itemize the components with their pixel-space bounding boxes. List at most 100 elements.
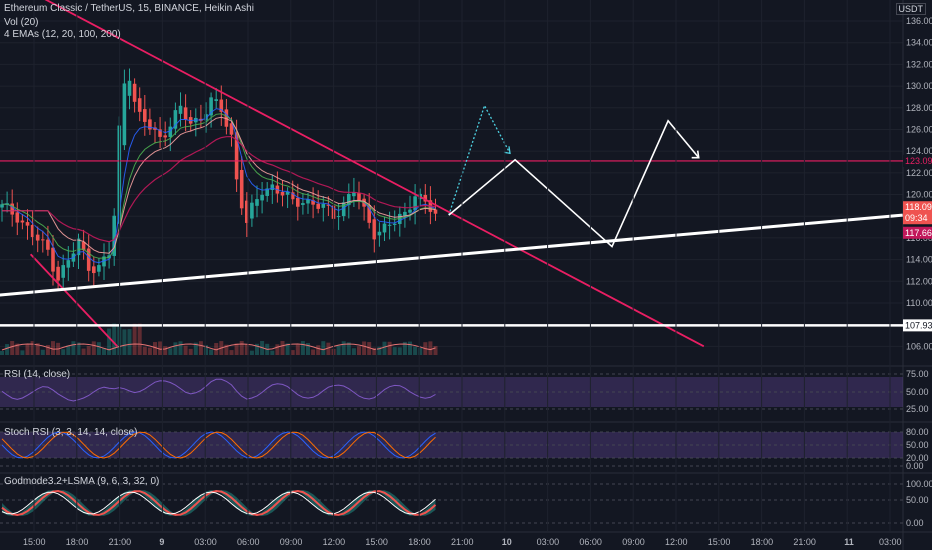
time-axis-tick: 15:00 — [365, 537, 388, 547]
volume-bar — [377, 346, 382, 355]
time-axis-tick: 03:00 — [879, 537, 902, 547]
volume-bar — [45, 344, 50, 355]
candle-body — [372, 219, 377, 240]
rsi-line — [1, 378, 436, 402]
volume-bar — [326, 342, 331, 355]
time-axis-tick: 03:00 — [537, 537, 560, 547]
candle-body — [433, 209, 438, 214]
candle-body — [25, 222, 30, 226]
price-axis-tick: 126.00 — [906, 124, 932, 134]
candle-body — [51, 247, 55, 272]
candle-body — [408, 209, 412, 213]
volume-bar — [102, 347, 106, 355]
alert-price-tag: 123.097 — [905, 156, 932, 166]
candle-body — [224, 109, 229, 127]
volume-bar — [224, 344, 229, 355]
candle-body — [260, 194, 264, 201]
ema-price-tag-box — [903, 226, 932, 239]
currency-label[interactable]: USDT — [895, 3, 926, 15]
time-axis-tick: 21:00 — [451, 537, 474, 547]
price-axis-tick: 134.00 — [906, 38, 932, 48]
candle-body — [35, 234, 40, 241]
volume-bar — [71, 341, 76, 355]
candle-body — [209, 97, 213, 116]
volume-bar — [234, 343, 239, 355]
candle-body — [326, 204, 331, 206]
price-axis-tick: 120.00 — [906, 190, 932, 200]
volume-bar — [158, 341, 163, 355]
candle-body — [352, 192, 356, 197]
time-axis-tick: 21:00 — [793, 537, 816, 547]
candle-body — [81, 241, 86, 251]
candle-body — [168, 126, 173, 138]
candle-body — [173, 110, 178, 129]
candle-body — [30, 224, 35, 238]
ema-200-line — [2, 135, 436, 243]
volume-bar — [178, 341, 183, 355]
candle-body — [20, 220, 25, 223]
volume-bar — [321, 341, 326, 355]
price-axis-tick: 122.00 — [906, 168, 932, 178]
volume-bar — [362, 341, 367, 355]
volume-bar — [15, 343, 20, 355]
stoch-d-line — [1, 431, 436, 459]
volume-bar — [346, 342, 351, 355]
volume-bar — [25, 344, 30, 355]
volume-bar — [198, 341, 203, 355]
time-axis-tick: 09:00 — [622, 537, 645, 547]
volume-bar — [214, 343, 219, 355]
candle-body — [148, 119, 152, 130]
price-axis-tick: 136.00 — [906, 16, 932, 26]
volume-bar — [81, 348, 86, 355]
volume-bar — [20, 350, 25, 355]
price-axis-tick: 124.00 — [906, 146, 932, 156]
candle-body — [76, 238, 81, 256]
volume-label: Vol (20) — [4, 17, 39, 28]
volume-bar — [96, 342, 101, 355]
candle-body — [229, 123, 234, 135]
volume-bar — [122, 329, 127, 355]
time-axis-tick: 11 — [844, 537, 854, 547]
volume-bar — [239, 341, 244, 355]
volume-bar — [382, 341, 387, 355]
dotted-projection-arrowhead — [503, 146, 511, 155]
support-price-tag: 107.932 — [905, 320, 932, 330]
price-axis-tick: 110.00 — [906, 298, 932, 308]
volume-bar — [249, 350, 254, 355]
godmode-label: Godmode3.2+LSMA (9, 6, 3, 32, 0) — [4, 476, 160, 487]
candle-body — [255, 199, 259, 206]
volume-bar — [397, 347, 402, 355]
volume-bar — [193, 342, 198, 355]
godmode-axis-tick: 100.00 — [906, 479, 932, 489]
rsi-axis-tick: 75.00 — [906, 369, 929, 379]
candle-body — [183, 107, 188, 120]
volume-bar — [341, 341, 346, 355]
volume-bar — [433, 346, 438, 355]
volume-bar — [270, 350, 275, 355]
candle-body — [321, 204, 326, 208]
candle-body — [0, 204, 4, 208]
rsi-axis-tick: 25.00 — [906, 404, 929, 414]
time-axis-tick: 06:00 — [237, 537, 260, 547]
candle-body — [265, 188, 269, 196]
volume-bar — [147, 347, 152, 355]
godmode-white-line — [1, 491, 436, 515]
rsi-axis-tick: 50.00 — [906, 387, 929, 397]
candle-body — [290, 192, 295, 200]
time-axis-tick: 10 — [502, 537, 512, 547]
candle-body — [127, 80, 132, 96]
volume-bar — [300, 341, 305, 355]
volume-bar — [5, 344, 10, 355]
candle-body — [336, 216, 341, 218]
stoch-k-line — [1, 431, 436, 459]
stoch-axis-tick: 0.00 — [906, 461, 924, 471]
white-projection-arrowhead — [691, 150, 700, 159]
candle-body — [92, 266, 96, 274]
support-price-tag-box — [903, 319, 932, 332]
volume-bar — [132, 323, 137, 355]
godmode-axis-tick: 0.00 — [906, 518, 924, 528]
candle-body — [102, 256, 106, 267]
time-axis-tick: 18:00 — [66, 537, 89, 547]
candle-body — [214, 99, 218, 101]
